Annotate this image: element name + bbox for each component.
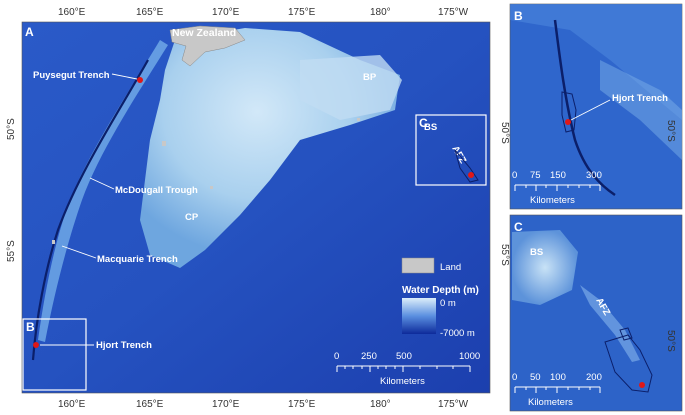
marker-hjort bbox=[33, 342, 39, 348]
scale-c-0: 0 bbox=[512, 372, 517, 383]
lat-tick-left: 50°S bbox=[6, 118, 17, 140]
marker-afz bbox=[468, 172, 474, 178]
legend-land-swatch bbox=[401, 257, 435, 274]
scale-c-200: 200 bbox=[586, 372, 602, 383]
scale-a-500: 500 bbox=[396, 351, 412, 362]
lat-tick-right: 55°S bbox=[499, 244, 510, 266]
panel-b-trench bbox=[553, 19, 616, 197]
scale-a-0: 0 bbox=[334, 351, 339, 362]
panel-b-arrow bbox=[570, 99, 611, 121]
lon-tick-bottom: 160°E bbox=[58, 399, 86, 410]
panel-c-bs bbox=[512, 230, 578, 305]
inset-letter-b: B bbox=[26, 320, 35, 334]
label-cp: CP bbox=[185, 212, 199, 223]
scale-c-50: 50 bbox=[530, 372, 541, 383]
lat-tick-left: 55°S bbox=[6, 240, 17, 262]
marker-puysegur bbox=[137, 77, 143, 83]
panel-b-shelf bbox=[510, 4, 682, 120]
scale-b-150: 150 bbox=[550, 170, 566, 181]
arrow-puysegur bbox=[111, 73, 138, 80]
inset-letter-c: C bbox=[419, 116, 428, 130]
scale-a-250: 250 bbox=[361, 351, 377, 362]
label-hjort: Hjort Trench bbox=[96, 340, 152, 351]
island bbox=[52, 240, 55, 244]
scale-c-unit: Kilometers bbox=[528, 397, 573, 408]
panel-b-lat-tick-right: 50°S bbox=[665, 120, 676, 142]
inset-box-c bbox=[415, 114, 487, 186]
lon-tick-bottom: 180° bbox=[370, 399, 391, 410]
lon-tick: 175°E bbox=[288, 7, 316, 18]
scalebar-c: 0 50 100 200 Kilometers bbox=[512, 372, 602, 408]
scale-b-0: 0 bbox=[512, 170, 517, 181]
label-puysegur: Puysegut Trench bbox=[33, 70, 110, 81]
scale-a-unit: Kilometers bbox=[380, 376, 425, 387]
label-bp: BP bbox=[363, 72, 377, 83]
lon-tick: 160°E bbox=[58, 7, 86, 18]
panel-c-afz-ridge bbox=[580, 285, 640, 362]
lon-tick: 165°E bbox=[136, 7, 164, 18]
label-mcdougall: McDougall Trough bbox=[115, 185, 198, 196]
legend-depth-min: -7000 m bbox=[440, 328, 475, 339]
scale-c-100: 100 bbox=[550, 372, 566, 383]
panel-c-letter: C bbox=[514, 220, 523, 234]
panel-c-outline bbox=[604, 334, 653, 393]
panel-c-label-bs: BS bbox=[530, 247, 543, 258]
scale-b-unit: Kilometers bbox=[530, 195, 575, 206]
lat-tick-right: 50°S bbox=[499, 122, 510, 144]
lon-tick: 180° bbox=[370, 7, 391, 18]
panel-b: Hjort Trench B 50°S 0 75 150 300 Kilomet… bbox=[509, 3, 683, 210]
scale-a-1000: 1000 bbox=[459, 351, 480, 362]
macquarie-ridge bbox=[38, 40, 168, 342]
panel-b-marker bbox=[565, 119, 571, 125]
island bbox=[162, 141, 166, 146]
arrow-macquarie bbox=[61, 245, 97, 259]
lon-tick: 170°E bbox=[212, 7, 240, 18]
scale-b-75: 75 bbox=[530, 170, 541, 181]
label-macquarie: Macquarie Trench bbox=[97, 254, 178, 265]
lon-tick: 175°W bbox=[438, 7, 469, 18]
arrow-mcdougall bbox=[89, 177, 115, 190]
scalebar-a: 0 250 500 1000 Kilometers bbox=[334, 351, 480, 387]
legend-depth-title: Water Depth (m) bbox=[402, 285, 479, 296]
scale-b-300: 300 bbox=[586, 170, 602, 181]
bounty-platform bbox=[300, 55, 402, 120]
panel-c-lat-tick-right: 50°S bbox=[665, 330, 676, 352]
lon-tick-bottom: 170°E bbox=[212, 399, 240, 410]
label-bs: BS bbox=[424, 122, 437, 133]
panel-c-outline-small bbox=[619, 327, 633, 341]
trench-line bbox=[31, 59, 149, 361]
lon-tick-bottom: 175°E bbox=[288, 399, 316, 410]
afz-outline bbox=[454, 149, 479, 183]
label-new-zealand: New Zealand bbox=[172, 27, 236, 39]
legend-land-label: Land bbox=[440, 262, 461, 273]
scalebar-b: 0 75 150 300 Kilometers bbox=[512, 170, 602, 206]
panel-b-ridge bbox=[600, 60, 682, 160]
legend-depth-max: 0 m bbox=[440, 298, 456, 309]
panel-a-letter: A bbox=[25, 25, 34, 39]
legend-depth-ramp bbox=[402, 298, 436, 334]
island bbox=[357, 118, 360, 121]
lon-tick-bottom: 175°W bbox=[438, 399, 469, 410]
new-zealand-land bbox=[169, 25, 246, 67]
inset-box-b bbox=[22, 318, 87, 391]
panel-c-marker bbox=[639, 382, 645, 388]
panel-b-label: Hjort Trench bbox=[612, 93, 668, 104]
panel-b-letter: B bbox=[514, 9, 523, 23]
panel-a-axes: 160°E 165°E 170°E 175°E 180° 175°W 160°E… bbox=[6, 7, 510, 410]
panel-a: BP CP New Zealand Puysegut Trench McDoug… bbox=[21, 21, 491, 394]
panel-c: BS AFZ C 0 50 100 200 Kilometers bbox=[509, 214, 683, 412]
island bbox=[210, 186, 213, 189]
panel-b-outline bbox=[561, 91, 577, 133]
lon-tick-bottom: 165°E bbox=[136, 399, 164, 410]
